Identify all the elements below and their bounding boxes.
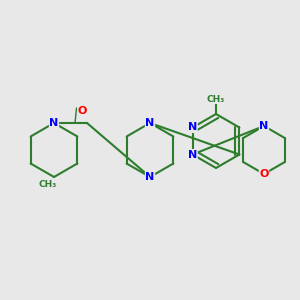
Text: N: N: [50, 118, 58, 128]
Text: N: N: [146, 172, 154, 182]
Text: O: O: [78, 106, 87, 116]
Text: O: O: [259, 169, 269, 179]
Text: CH₃: CH₃: [207, 94, 225, 103]
Text: N: N: [188, 122, 197, 133]
Text: N: N: [146, 118, 154, 128]
Text: CH₃: CH₃: [39, 180, 57, 189]
Text: N: N: [260, 121, 268, 131]
Text: N: N: [188, 149, 197, 160]
